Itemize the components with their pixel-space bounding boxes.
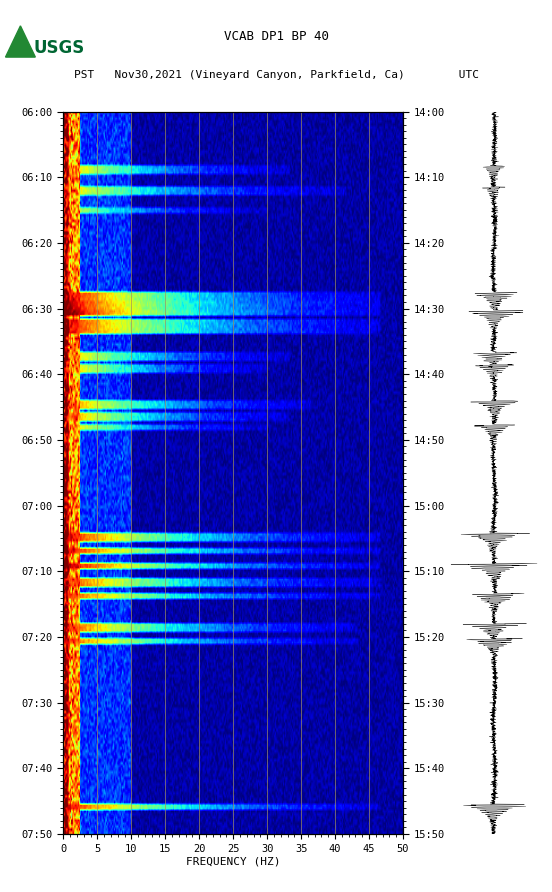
Text: VCAB DP1 BP 40: VCAB DP1 BP 40	[224, 30, 328, 43]
Polygon shape	[6, 26, 35, 57]
X-axis label: FREQUENCY (HZ): FREQUENCY (HZ)	[186, 856, 280, 866]
Text: PST   Nov30,2021 (Vineyard Canyon, Parkfield, Ca)        UTC: PST Nov30,2021 (Vineyard Canyon, Parkfie…	[73, 70, 479, 80]
Text: USGS: USGS	[33, 38, 84, 57]
